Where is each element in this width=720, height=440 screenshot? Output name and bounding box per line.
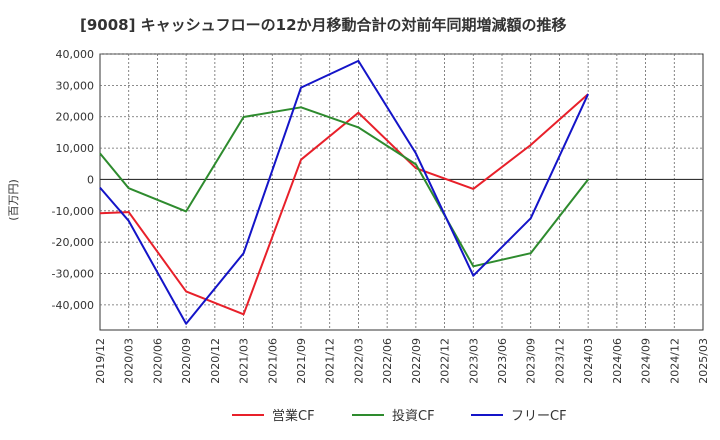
axes: 2019/12 2020/03 2020/06 2020/09 2020/12 2021/…	[52, 48, 710, 384]
x-tick-label: 2023/09	[525, 338, 538, 384]
x-tick-label: 2022/12	[439, 338, 452, 384]
legend: 営業CF 投資CF フリーCF	[232, 408, 567, 424]
y-tick-label: 30,000	[56, 79, 95, 92]
x-tick-label: 2024/09	[640, 338, 653, 384]
y-tick-label: -30,000	[52, 268, 94, 281]
x-tick-label: 2023/12	[553, 338, 566, 384]
y-tick-label: 40,000	[56, 48, 95, 61]
x-tick-label: 2025/03	[697, 338, 710, 384]
series-line	[99, 59, 590, 325]
legend-label: フリーCF	[511, 409, 567, 424]
y-tick-label: -10,000	[52, 205, 94, 218]
x-tick-label: 2024/06	[611, 338, 624, 384]
x-tick-label: 2019/12	[94, 338, 107, 384]
x-tick-label: 2020/09	[180, 338, 193, 384]
y-tick-label: -40,000	[52, 299, 94, 312]
x-tick-label: 2021/12	[324, 338, 337, 384]
x-tick-label: 2023/03	[467, 338, 480, 384]
x-tick-label: 2024/03	[582, 338, 595, 384]
x-tick-label: 2020/12	[209, 338, 222, 384]
x-tick-label: 2021/06	[266, 338, 279, 384]
series-line	[99, 106, 589, 268]
series	[99, 59, 590, 325]
series-line	[99, 93, 589, 316]
y-tick-label: 20,000	[56, 111, 95, 124]
y-tick-label: 0	[87, 173, 94, 186]
x-tick-label: 2021/09	[295, 338, 308, 384]
grid	[100, 53, 703, 330]
x-tick-label: 2023/06	[496, 338, 509, 384]
legend-label: 投資CF	[392, 408, 435, 424]
y-axis-label: (百万円)	[7, 179, 20, 221]
y-tick-label: -20,000	[52, 236, 94, 249]
x-tick-label: 2022/09	[410, 338, 423, 384]
chart-title: [9008] キャッシュフローの12か月移動合計の対前年同期増減額の推移	[80, 16, 567, 34]
x-tick-label: 2020/03	[123, 338, 136, 384]
x-tick-label: 2022/06	[381, 338, 394, 384]
x-tick-label: 2024/12	[668, 338, 681, 384]
x-tick-label: 2020/06	[151, 338, 164, 384]
x-tick-label: 2022/03	[352, 338, 365, 384]
x-tick-label: 2021/03	[238, 338, 251, 384]
legend-label: 営業CF	[272, 408, 315, 424]
plot-area	[99, 53, 704, 331]
y-tick-label: 10,000	[56, 142, 95, 155]
